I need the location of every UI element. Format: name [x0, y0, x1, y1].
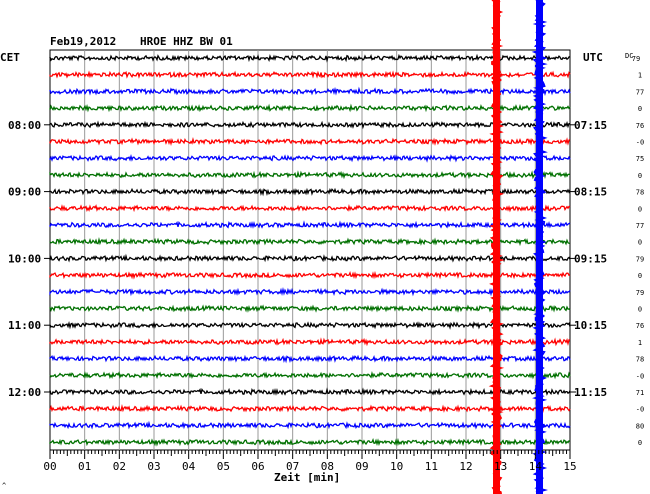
event-bands: [488, 0, 549, 494]
dc-value: 0: [638, 272, 642, 280]
dc-value: 75: [636, 155, 644, 163]
x-tick-label: 02: [113, 460, 126, 473]
dc-value: 0: [638, 239, 642, 247]
x-tick-label: 06: [251, 460, 264, 473]
dc-value: 80: [636, 422, 644, 430]
trace-line: [49, 287, 571, 297]
x-tick-label: 03: [147, 460, 160, 473]
trace-line: [49, 404, 571, 414]
grid-lines: [49, 49, 571, 451]
x-tick-label: 00: [43, 460, 56, 473]
corner-mark: ^: [2, 482, 6, 490]
trace-line: [49, 153, 571, 163]
event-waveform: [531, 0, 549, 494]
trace-line: [49, 387, 571, 396]
trace-line: [49, 337, 571, 347]
trace-line: [49, 420, 571, 430]
left-time-label: 08:00: [8, 119, 41, 132]
dc-value: 0: [638, 205, 642, 213]
x-tick-label: 12: [459, 460, 472, 473]
dc-value: 79: [636, 255, 644, 263]
dc-value: -0: [636, 406, 644, 414]
left-time-label: 10:00: [8, 252, 41, 265]
dc-header: DC: [625, 52, 633, 60]
right-time-label: 09:15: [574, 252, 607, 265]
x-tick-label: 13: [494, 460, 507, 473]
trace-line: [49, 220, 571, 229]
dc-value: 0: [638, 105, 642, 113]
x-tick-label: 05: [217, 460, 230, 473]
dc-value: 0: [638, 306, 642, 314]
x-tick-label: 01: [78, 460, 91, 473]
dc-values: 79 1 77 0 76 -0 75 0 78 0 77 0 79 0 79 0 76 1 78 -0 71 -0 80 0: [632, 55, 644, 447]
right-time-label: 10:15: [574, 319, 607, 332]
x-tick-label: 04: [182, 460, 196, 473]
dc-value: 0: [638, 172, 642, 180]
dc-value: 79: [636, 289, 644, 297]
dc-value: 77: [636, 222, 644, 230]
trace-line: [49, 86, 571, 96]
dc-value: 1: [638, 339, 642, 347]
trace-line: [49, 237, 571, 247]
x-tick-label: 08: [321, 460, 334, 473]
trace-line: [49, 304, 571, 313]
left-zone-label: CET: [0, 51, 20, 64]
dc-value: 77: [636, 88, 644, 96]
trace-line: [49, 120, 570, 130]
dc-value: 0: [638, 439, 642, 447]
x-axis: 00 01 02 03 04 05 06 07 08 09 10 11 12 13 14 15: [43, 450, 577, 473]
trace-line: [49, 270, 571, 280]
trace-line: [49, 354, 571, 364]
right-time-label: 07:15: [574, 119, 607, 132]
left-time-label: 12:00: [8, 386, 41, 399]
event-waveform: [488, 0, 505, 494]
trace-line: [49, 187, 571, 197]
right-time-labels: 07:15 08:15 09:15 10:15 11:15: [570, 119, 607, 399]
left-time-labels: 08:00 09:00 10:00 11:00 12:00: [8, 119, 50, 399]
x-tick-label: 14: [529, 460, 543, 473]
left-time-label: 09:00: [8, 186, 41, 199]
right-time-label: 11:15: [574, 386, 607, 399]
trace-line: [49, 53, 571, 63]
trace-line: [49, 320, 571, 330]
dc-value: 78: [636, 189, 644, 197]
dc-value: -0: [636, 372, 644, 380]
dc-value: 78: [636, 356, 644, 364]
dc-value: 71: [636, 389, 644, 397]
left-time-label: 11:00: [8, 319, 41, 332]
dc-value: 79: [632, 55, 640, 63]
dc-value: 1: [638, 72, 642, 80]
trace-line: [49, 170, 570, 180]
trace-line: [49, 371, 571, 380]
right-zone-label: UTC: [583, 51, 603, 64]
dc-value: 76: [636, 122, 644, 130]
dc-value: -0: [636, 139, 644, 147]
x-tick-label: 11: [425, 460, 438, 473]
trace-line: [49, 253, 571, 263]
x-tick-label: 09: [355, 460, 368, 473]
x-tick-label: 07: [286, 460, 299, 473]
dc-value: 76: [636, 322, 644, 330]
seismic-traces: [49, 53, 571, 447]
event-band: [493, 0, 501, 494]
trace-line: [49, 137, 571, 146]
x-tick-label: 15: [563, 460, 576, 473]
right-time-label: 08:15: [574, 186, 607, 199]
x-tick-label: 10: [390, 460, 403, 473]
x-axis-title: Zeit [min]: [274, 471, 340, 484]
trace-line: [49, 204, 571, 213]
trace-line: [49, 70, 571, 79]
station-label: HROE HHZ BW 01: [140, 35, 233, 48]
date-label: Feb19,2012: [50, 35, 116, 48]
trace-line: [49, 437, 571, 447]
trace-line: [49, 103, 571, 113]
